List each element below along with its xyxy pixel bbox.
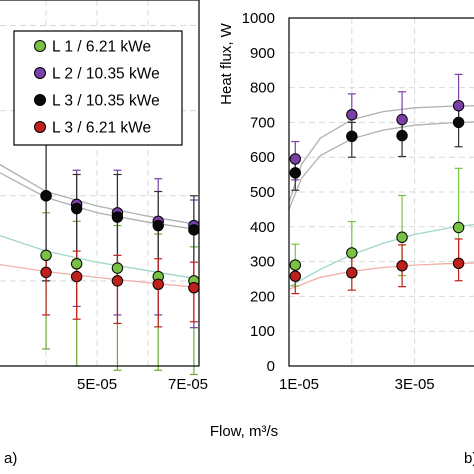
point-l-1-6-21-kwe [70, 258, 83, 270]
panel-b-trendlines [288, 105, 474, 291]
point-l-3-6-21-kwe [188, 281, 200, 294]
point-l-3-10-35-kwe [40, 190, 52, 202]
panel-a-plot-frame [0, 0, 200, 367]
panel-a-trendlines [0, 163, 200, 289]
panel-a-label: a) [4, 450, 17, 467]
point-l-2-10-35-kwe [289, 153, 301, 165]
panel-a-x-tick-labels: 5E-05 7E-05 [77, 376, 208, 393]
y-tick-label: 1000 [242, 10, 275, 27]
point-l-3-10-35-kwe [111, 211, 124, 223]
point-l-2-10-35-kwe [452, 99, 465, 112]
panel-b-gridlines [289, 17, 474, 367]
legend: L 1 / 6.21 kWe L 2 / 10.35 kWe L 3 / 10.… [13, 30, 183, 146]
point-l-3-6-21-kwe [70, 270, 83, 283]
trendline-l-3-6-21-kwe [0, 263, 200, 289]
panel-b-y-tick-labels: 0 100 200 300 400 500 600 700 800 900 1000 [242, 10, 275, 375]
point-l-1-6-21-kwe [111, 262, 124, 274]
point-l-1-6-21-kwe [289, 259, 301, 271]
point-l-3-10-35-kwe [396, 129, 408, 142]
legend-marker-l2-10-35 [34, 67, 46, 79]
y-tick-label: 200 [250, 288, 275, 305]
legend-marker-l3-6-21 [34, 121, 46, 133]
panel-a-x-axis-label: Flow, m³/s [210, 423, 278, 440]
panel-b-points [289, 99, 465, 282]
legend-marker-l1-6-21 [34, 40, 46, 52]
y-tick-label: 300 [250, 254, 275, 271]
panel-b-label: b) [464, 450, 474, 467]
x-tick-label: 3E-05 [395, 376, 435, 393]
y-tick-label: 500 [250, 184, 275, 201]
legend-label-l1-6-21: L 1 / 6.21 kWe [52, 39, 151, 56]
point-l-1-6-21-kwe [396, 231, 408, 243]
x-tick-label: 1E-05 [279, 376, 319, 393]
point-l-1-6-21-kwe [452, 221, 465, 234]
trendline-l-3-6-21-kwe [288, 262, 474, 291]
point-l-3-10-35-kwe [152, 219, 164, 232]
trendline-l-2-10-35-kwe [288, 105, 474, 203]
point-l-3-10-35-kwe [452, 116, 465, 129]
panel-a-error-bars [42, 144, 198, 376]
legend-label-l3-6-21: L 3 / 6.21 kWe [52, 120, 151, 137]
point-l-3-6-21-kwe [396, 260, 408, 272]
x-tick-label: 5E-05 [77, 376, 117, 393]
y-tick-label: 900 [250, 45, 275, 62]
trendline-l-1-6-21-kwe [288, 223, 474, 288]
trendline-l-2-10-35-kwe [0, 163, 200, 226]
point-l-3-10-35-kwe [346, 130, 358, 143]
legend-label-l2-10-35: L 2 / 10.35 kWe [52, 66, 160, 83]
point-l-1-6-21-kwe [346, 247, 358, 259]
point-l-3-10-35-kwe [289, 167, 301, 179]
point-l-3-6-21-kwe [289, 270, 301, 282]
point-l-2-10-35-kwe [346, 109, 358, 121]
point-l-3-6-21-kwe [452, 257, 465, 270]
panel-b: 0 100 200 300 400 500 600 700 800 900 1000 1E-05 3E… [218, 10, 474, 467]
point-l-1-6-21-kwe [40, 249, 52, 262]
y-tick-label: 700 [250, 114, 275, 131]
y-tick-label: 0 [267, 358, 275, 375]
point-l-3-10-35-kwe [70, 202, 83, 215]
panel-a-points [40, 190, 200, 294]
error-bar-l-3-6-21-kwe [154, 258, 163, 328]
y-tick-label: 100 [250, 323, 275, 340]
point-l-3-6-21-kwe [346, 267, 358, 279]
y-tick-label: 600 [250, 149, 275, 166]
point-l-3-10-35-kwe [188, 224, 200, 236]
legend-marker-l3-10-35 [34, 94, 46, 106]
panel-b-x-tick-labels: 1E-05 3E-05 [279, 376, 435, 393]
point-l-3-6-21-kwe [152, 278, 164, 290]
trendline-l-3-10-35-kwe [288, 121, 474, 210]
panel-a: 5E-05 7E-05 Flow, m³/s a) L 1 / 6.21 kWe … [0, 0, 278, 467]
legend-label-l3-10-35: L 3 / 10.35 kWe [52, 93, 160, 110]
error-bar-l-3-10-35-kwe [72, 173, 81, 261]
trendline-l-3-10-35-kwe [0, 172, 200, 231]
trendline-l-1-6-21-kwe [0, 235, 200, 280]
x-tick-label: 7E-05 [168, 376, 208, 393]
point-l-3-6-21-kwe [111, 275, 124, 287]
point-l-3-6-21-kwe [40, 266, 52, 279]
point-l-2-10-35-kwe [396, 113, 408, 126]
panel-b-y-axis-label: Heat flux, W [218, 22, 235, 105]
y-tick-label: 800 [250, 80, 275, 97]
error-bar-l-3-6-21-kwe [42, 254, 51, 316]
panel-b-plot-frame [288, 17, 474, 367]
y-tick-label: 400 [250, 219, 275, 236]
